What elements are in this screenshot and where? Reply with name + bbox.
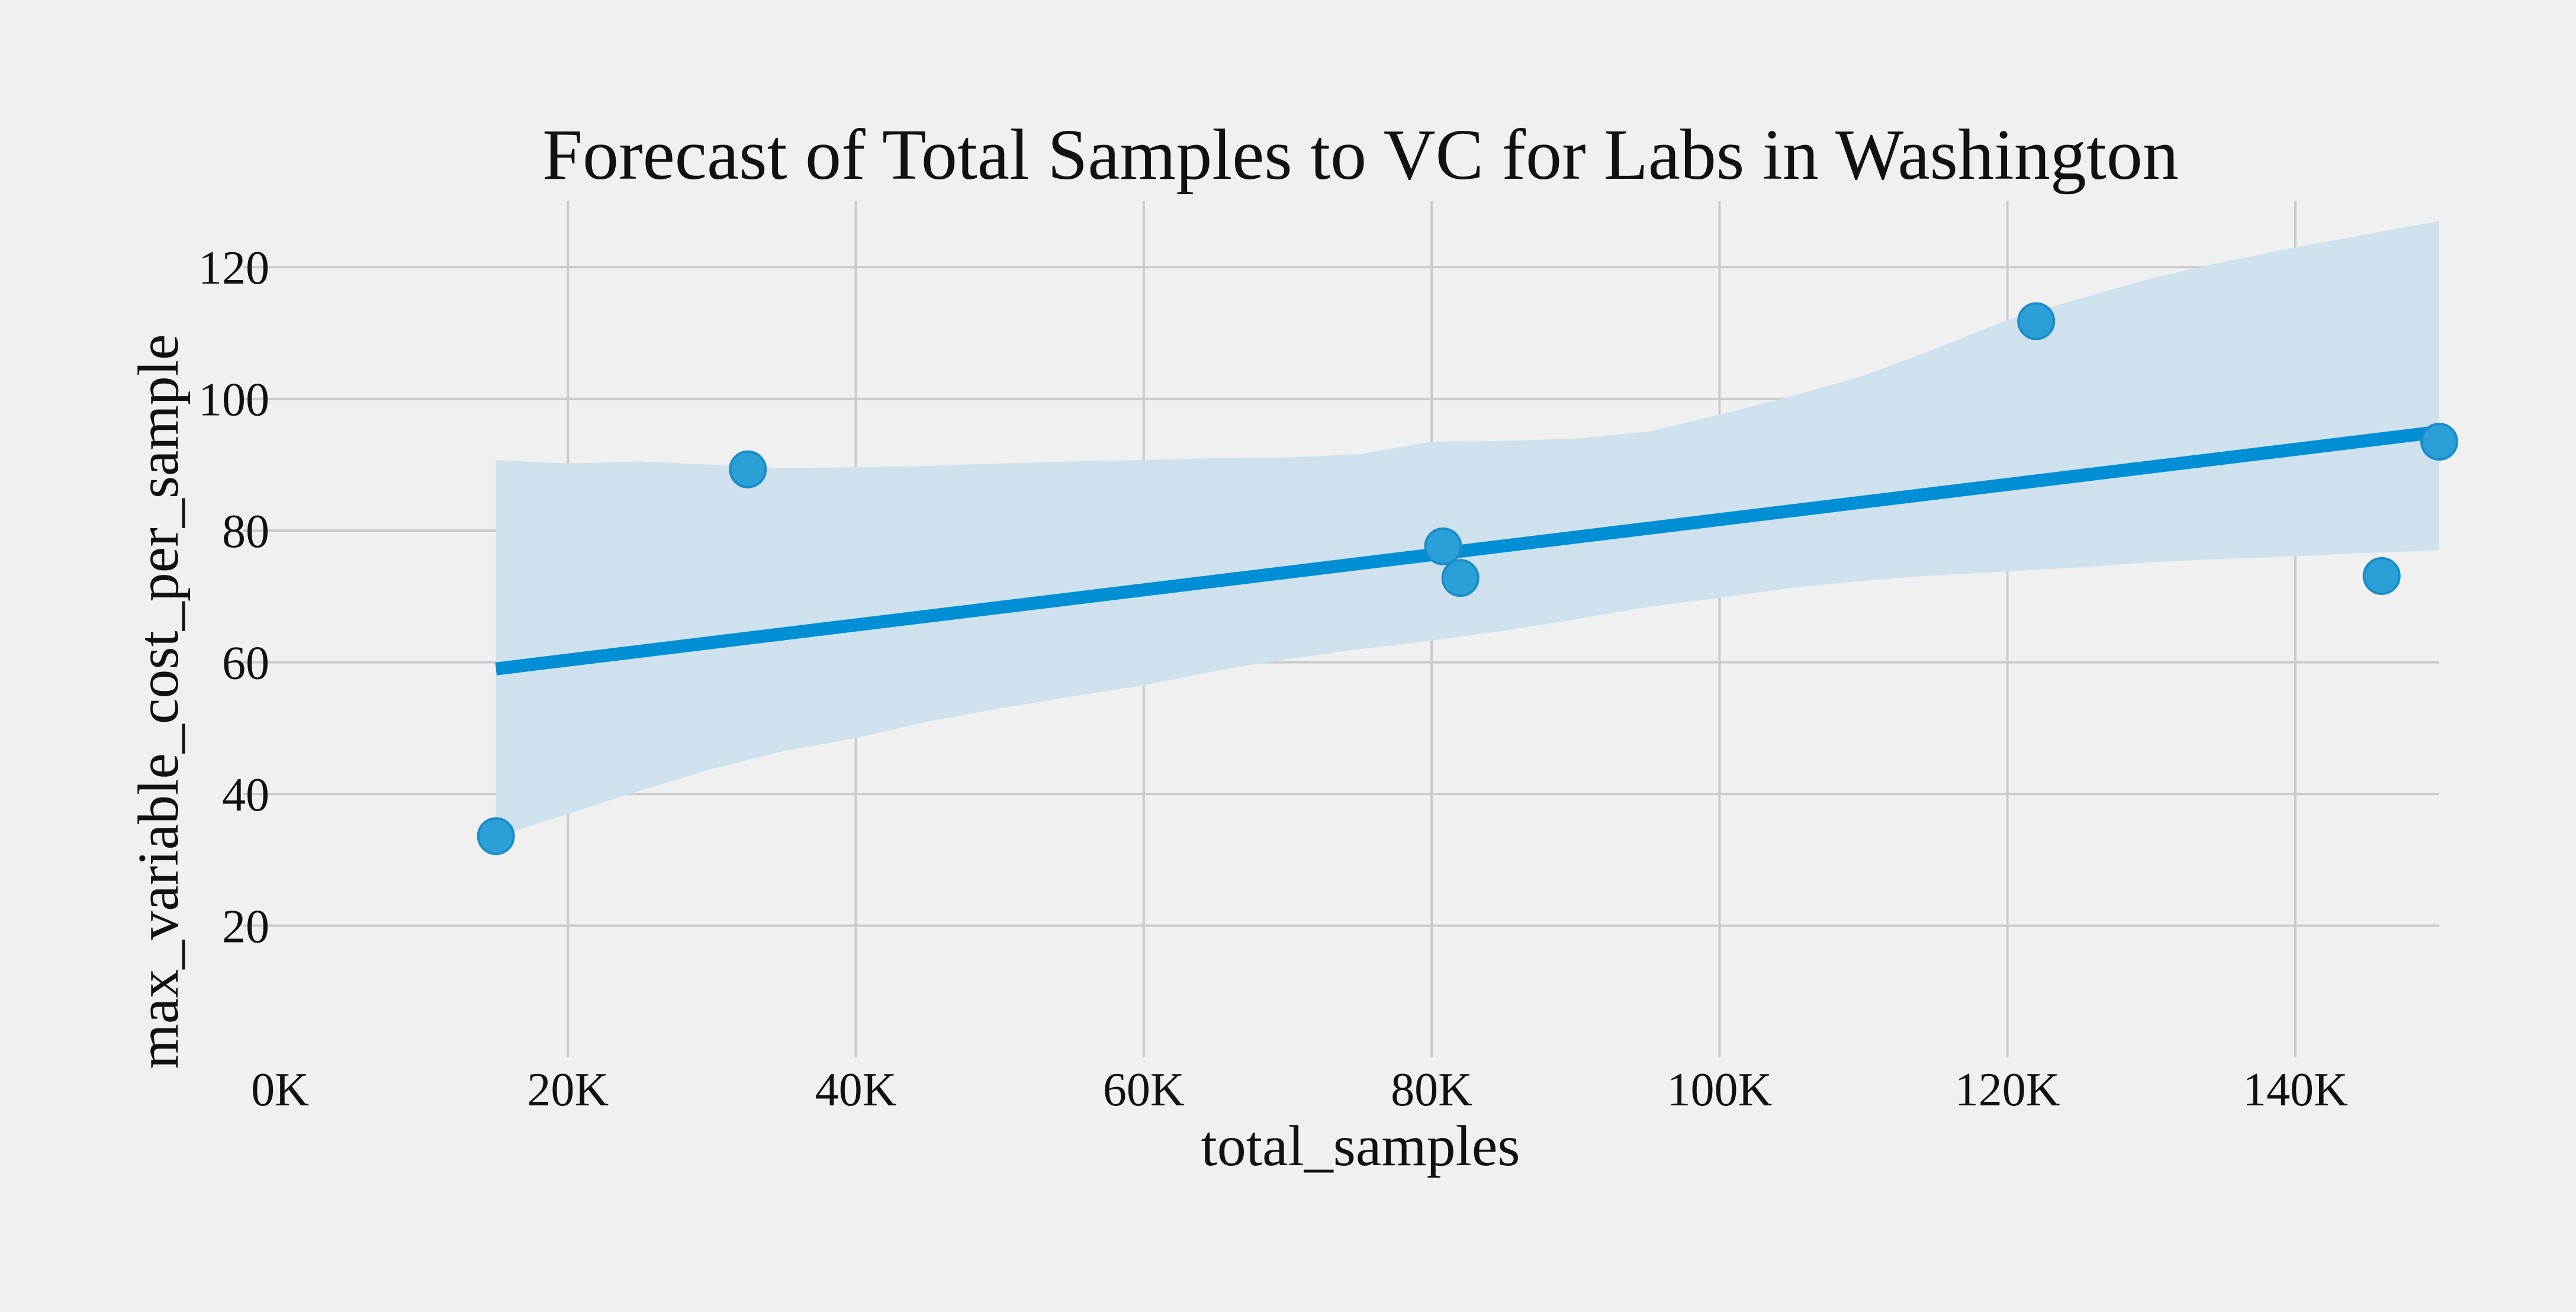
x-tick-label: 60K [1103,1064,1185,1116]
data-point [2362,557,2401,595]
y-tick-label: 60 [222,638,269,690]
data-point [1441,559,1480,597]
y-axis-label: max_variable_cost_per_sample [127,335,191,1069]
y-tick-label: 100 [198,374,269,426]
data-point [1424,527,1462,565]
x-tick-label: 40K [815,1064,897,1116]
data-point [2017,302,2056,340]
y-tick-label: 80 [222,506,269,558]
y-tick-label: 20 [222,901,269,953]
data-point [729,450,767,488]
confidence-band-layer [496,221,2440,837]
x-tick-label: 0K [251,1064,309,1116]
y-tick-label: 40 [222,769,269,821]
x-tick-label: 20K [527,1064,609,1116]
x-tick-label: 100K [1667,1064,1772,1116]
chart-title: Forecast of Total Samples to VC for Labs… [542,115,2179,195]
x-axis-label: total_samples [1201,1114,1520,1178]
x-tick-label: 120K [1955,1064,2060,1116]
x-tick-label: 80K [1391,1064,1472,1116]
tick-labels: 0K 20K 40K 60K 80K 100K 120K 140K 20 40 60 80 100 120 [198,242,2348,1116]
confidence-band [496,221,2440,837]
scatter-points [477,302,2458,856]
y-tick-label: 120 [198,242,269,294]
regression-line [495,425,2440,676]
x-tick-label: 140K [2243,1064,2348,1116]
regression-line-layer [495,425,2440,676]
data-point [2420,422,2458,461]
data-point [477,817,515,856]
